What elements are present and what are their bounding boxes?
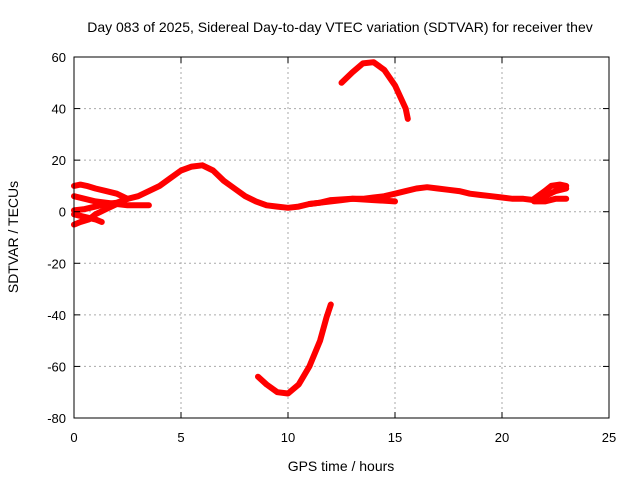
y-tick-label: -60 — [47, 359, 66, 374]
y-tick-label: 60 — [52, 50, 66, 65]
series-early-lower — [71, 195, 131, 228]
series-layer — [71, 59, 570, 397]
x-tick-label: 25 — [602, 430, 616, 445]
series-early-upper — [71, 181, 131, 202]
series-high-arc — [338, 59, 411, 122]
series-late-upper — [531, 181, 570, 202]
series-low-arc — [255, 301, 334, 397]
y-tick-label: -20 — [47, 256, 66, 271]
y-tick-label: 40 — [52, 102, 66, 117]
series-late-lower — [531, 195, 570, 205]
x-axis-title: GPS time / hours — [288, 458, 395, 474]
chart-title: Day 083 of 2025, Sidereal Day-to-day VTE… — [87, 19, 593, 35]
x-tick-label: 5 — [177, 430, 184, 445]
y-tick-label: -80 — [47, 411, 66, 426]
x-tick-label: 10 — [281, 430, 295, 445]
ticks: 0 5 10 15 20 25 -80 -60 -40 -20 0 20 40 60 — [47, 50, 616, 445]
y-tick-label: 0 — [59, 205, 66, 220]
y-tick-label: 20 — [52, 153, 66, 168]
x-tick-label: 20 — [495, 430, 509, 445]
grid — [74, 57, 609, 418]
y-tick-label: -40 — [47, 308, 66, 323]
x-tick-label: 15 — [388, 430, 402, 445]
series-early-lower-2 — [71, 211, 105, 225]
series-mid-flat — [306, 195, 398, 207]
x-tick-label: 0 — [70, 430, 77, 445]
plot-frame — [73, 56, 610, 419]
y-axis-title: SDTVAR / TECUs — [5, 181, 21, 293]
